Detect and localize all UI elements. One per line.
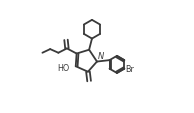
Text: N: N [98, 52, 104, 61]
Text: Br: Br [126, 65, 134, 74]
Text: HO: HO [57, 64, 69, 73]
